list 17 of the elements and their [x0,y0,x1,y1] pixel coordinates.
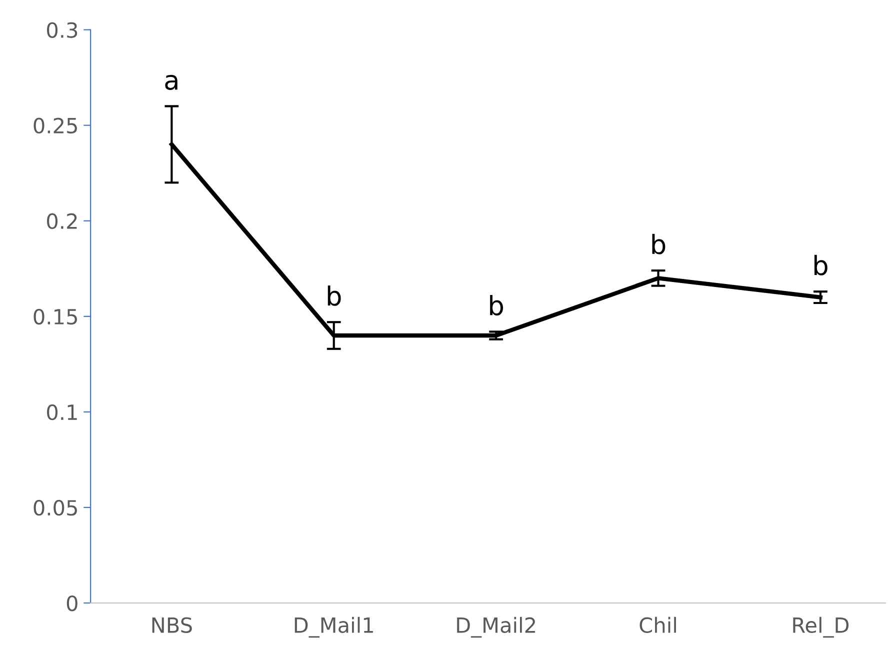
x-tick-label: Chil [640,616,676,634]
x-tick-label: D_Mail2 [457,616,535,638]
y-tick-label: 0.2 [47,213,77,230]
x-tick-label: NBS [152,617,192,634]
annotation: b [328,285,341,306]
annotation: a [165,74,178,90]
y-tick-label: 0.25 [34,118,77,134]
y-tick-label: 0.1 [47,404,77,420]
y-tick-label: 0 [66,595,78,612]
annotation: b [814,254,828,276]
y-tick-label: 0.05 [34,500,77,516]
annotation: b [490,295,503,316]
x-tick-label: D_Mail1 [294,616,373,638]
annotation: b [652,234,666,254]
x-tick-label: Rel_D [793,616,849,638]
y-tick-label: 0.3 [47,22,78,38]
y-tick-label: 0.15 [34,308,77,325]
